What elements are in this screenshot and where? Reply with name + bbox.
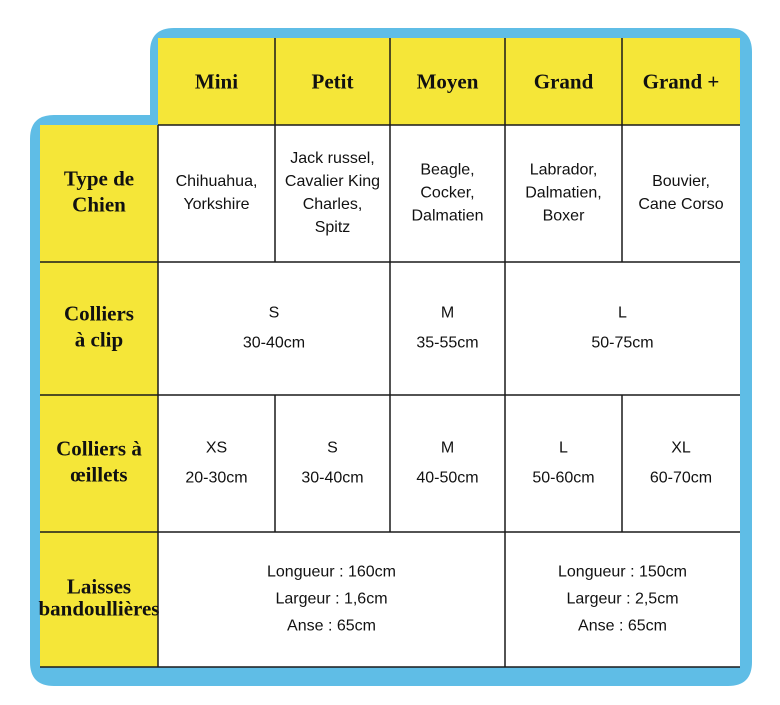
row-label: à clip	[75, 327, 123, 351]
cell-text: Chihuahua,	[176, 173, 258, 190]
column-header: Mini	[195, 69, 238, 93]
cell-text: 30-40cm	[243, 335, 305, 352]
cell-text: Spitz	[315, 219, 351, 236]
cell-text: Longueur : 160cm	[267, 564, 396, 581]
header-background	[158, 38, 740, 125]
label-background	[40, 125, 158, 667]
cell-text: Boxer	[543, 208, 585, 225]
cell-text: Largeur : 1,6cm	[275, 591, 387, 608]
cell-text: XS	[206, 440, 227, 457]
cell-text: 40-50cm	[416, 470, 478, 487]
cell-text: Cocker,	[420, 185, 474, 202]
row-label: Type de	[64, 166, 134, 190]
cell-text: Beagle,	[420, 162, 474, 179]
cell-text: L	[559, 440, 568, 457]
row-label: Colliers	[64, 301, 134, 325]
cell-text: 60-70cm	[650, 470, 712, 487]
cell-text: Yorkshire	[183, 196, 249, 213]
cell-text: Dalmatien,	[525, 185, 601, 202]
cell-text: M	[441, 305, 454, 322]
cell-text: 30-40cm	[301, 470, 363, 487]
cell-text: 35-55cm	[416, 335, 478, 352]
cell-text: Jack russel,	[290, 150, 374, 167]
cell-text: S	[269, 305, 280, 322]
cell-text: Anse : 65cm	[578, 618, 667, 635]
cell-text: M	[441, 440, 454, 457]
cell-text: Dalmatien	[411, 208, 483, 225]
row-label: bandoullières	[39, 596, 160, 620]
cell-text: Bouvier,	[652, 173, 710, 190]
column-header: Petit	[312, 69, 354, 93]
cell-text: Anse : 65cm	[287, 618, 376, 635]
column-header: Grand	[534, 69, 594, 93]
cell-text: 20-30cm	[185, 470, 247, 487]
column-header: Moyen	[417, 69, 479, 93]
cell-text: XL	[671, 440, 691, 457]
cell-text: L	[618, 305, 627, 322]
cell-text: 50-75cm	[591, 335, 653, 352]
row-label: Chien	[72, 192, 126, 216]
cell-text: Charles,	[303, 196, 363, 213]
cell-text: 50-60cm	[532, 470, 594, 487]
row-label: Colliers à	[56, 436, 142, 460]
cell-text: Labrador,	[530, 162, 598, 179]
cell-text: Largeur : 2,5cm	[566, 591, 678, 608]
cell-text: Longueur : 150cm	[558, 564, 687, 581]
body-background	[158, 125, 740, 667]
row-label: œillets	[70, 462, 127, 486]
row-label: Laisses	[67, 574, 131, 598]
cell-text: S	[327, 440, 338, 457]
column-header: Grand +	[643, 69, 720, 93]
cell-text: Cane Corso	[638, 196, 723, 213]
cell-text: Cavalier King	[285, 173, 380, 190]
